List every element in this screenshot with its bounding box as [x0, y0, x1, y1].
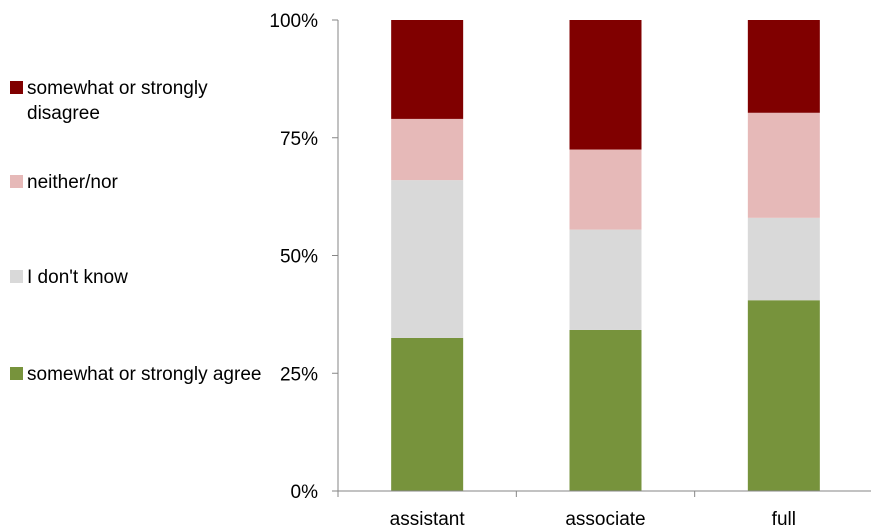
bar-assistant-series-3: [391, 20, 464, 119]
legend-item-disagree: somewhat or strongly disagree: [10, 76, 267, 126]
legend-item-neither: neither/nor: [10, 170, 267, 195]
bar-associate-series-3: [569, 20, 642, 150]
bar-full-series-0: [747, 300, 820, 491]
legend-label-agree: somewhat or strongly agree: [27, 364, 262, 385]
legend-label-dont-know: I don't know: [27, 267, 128, 288]
y-tick-label: 50%: [280, 247, 318, 268]
y-tick-label: 25%: [280, 364, 318, 385]
legend-label-neither: neither/nor: [27, 172, 118, 193]
bar-assistant-series-1: [391, 180, 464, 338]
legend-label-disagree: somewhat or strongly disagree: [27, 78, 208, 124]
legend-item-dont-know: I don't know: [10, 265, 267, 290]
bar-assistant-series-0: [391, 337, 464, 491]
bar-assistant-series-2: [391, 118, 464, 181]
bar-associate-series-2: [569, 149, 642, 230]
y-tick-label: 0%: [291, 482, 319, 503]
legend-item-agree: somewhat or strongly agree: [10, 362, 267, 387]
legend-swatch-disagree: [10, 81, 23, 94]
bar-full-series-3: [747, 20, 820, 113]
x-tick-label: full: [772, 509, 796, 530]
chart-legend: somewhat or strongly disagree neither/no…: [10, 0, 280, 532]
y-tick-label: 100%: [269, 11, 318, 32]
bar-full-series-2: [747, 112, 820, 218]
y-tick-label: 75%: [280, 129, 318, 150]
x-tick-label: assistant: [390, 509, 466, 530]
legend-swatch-neither: [10, 175, 23, 188]
x-tick-label: associate: [565, 509, 645, 530]
legend-swatch-dont-know: [10, 270, 23, 283]
bar-associate-series-0: [569, 329, 642, 491]
legend-swatch-agree: [10, 367, 23, 380]
bar-full-series-1: [747, 217, 820, 301]
bar-associate-series-1: [569, 229, 642, 330]
